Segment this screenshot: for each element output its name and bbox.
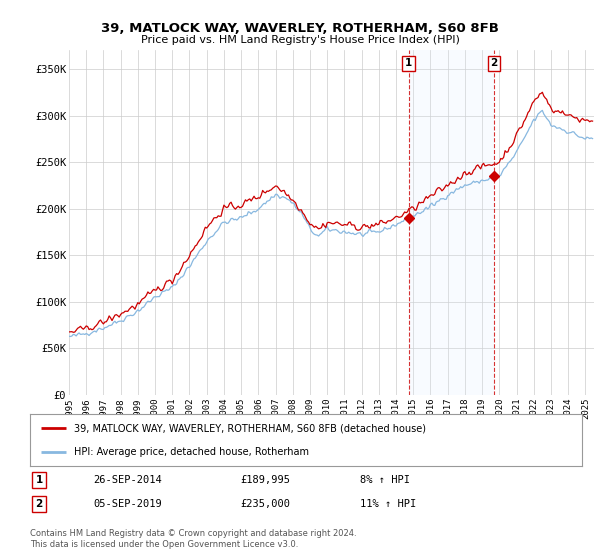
Text: 39, MATLOCK WAY, WAVERLEY, ROTHERHAM, S60 8FB (detached house): 39, MATLOCK WAY, WAVERLEY, ROTHERHAM, S6… (74, 423, 426, 433)
Bar (409, 50, 494, 395)
Text: 2: 2 (35, 499, 43, 509)
Text: 2: 2 (490, 58, 497, 68)
Text: 05-SEP-2019: 05-SEP-2019 (93, 499, 162, 509)
Text: 8% ↑ HPI: 8% ↑ HPI (360, 475, 410, 485)
Text: £189,995: £189,995 (240, 475, 290, 485)
Text: £235,000: £235,000 (240, 499, 290, 509)
Text: HPI: Average price, detached house, Rotherham: HPI: Average price, detached house, Roth… (74, 447, 309, 457)
Text: 11% ↑ HPI: 11% ↑ HPI (360, 499, 416, 509)
Text: 39, MATLOCK WAY, WAVERLEY, ROTHERHAM, S60 8FB: 39, MATLOCK WAY, WAVERLEY, ROTHERHAM, S6… (101, 22, 499, 35)
Text: Price paid vs. HM Land Registry's House Price Index (HPI): Price paid vs. HM Land Registry's House … (140, 35, 460, 45)
Text: 1: 1 (35, 475, 43, 485)
Text: 1: 1 (405, 58, 412, 68)
Text: Contains HM Land Registry data © Crown copyright and database right 2024.
This d: Contains HM Land Registry data © Crown c… (30, 529, 356, 549)
Text: 26-SEP-2014: 26-SEP-2014 (93, 475, 162, 485)
